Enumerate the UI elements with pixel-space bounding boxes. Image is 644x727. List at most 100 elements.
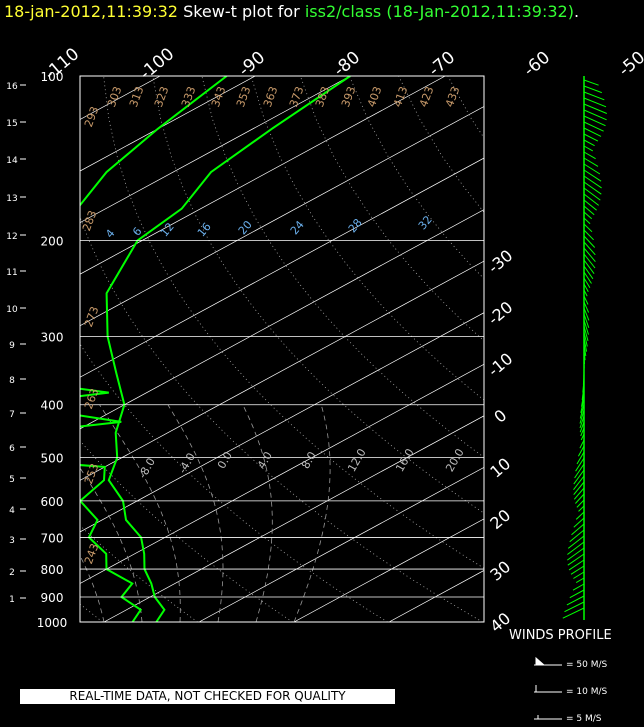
isotherm-line bbox=[80, 76, 256, 172]
wind-barb bbox=[583, 109, 607, 121]
wind-barb bbox=[583, 79, 599, 86]
wind-key-5-symbol bbox=[534, 715, 562, 720]
isotherm-line bbox=[80, 260, 484, 481]
wind-barb bbox=[573, 571, 585, 579]
temperature-trace bbox=[105, 76, 351, 622]
wind-barb bbox=[579, 439, 585, 449]
theta-label: 303 bbox=[105, 85, 124, 109]
wind-barb bbox=[583, 337, 588, 352]
height-km-label: 9 bbox=[9, 341, 15, 351]
wind-barb bbox=[583, 193, 600, 206]
wind-barb bbox=[583, 247, 596, 263]
mixing-ratio-label: 24 bbox=[288, 218, 307, 237]
pressure-tick-label: 500 bbox=[41, 452, 64, 466]
wind-barb bbox=[583, 163, 601, 175]
wind-barb bbox=[579, 415, 585, 429]
isotherm-line bbox=[198, 466, 484, 622]
isotherm-line bbox=[103, 415, 484, 622]
wind-barb bbox=[583, 259, 595, 274]
right-temp-label: -20 bbox=[484, 297, 516, 328]
moist-adiabat-label: 12.0 bbox=[345, 446, 369, 474]
wind-barb bbox=[573, 517, 585, 528]
wind-barb bbox=[583, 289, 588, 297]
wind-barb bbox=[574, 463, 585, 479]
wind-key-50-symbol bbox=[534, 656, 562, 666]
wind-barb bbox=[567, 535, 585, 549]
wind-key-10: = 10 M/S bbox=[566, 687, 608, 697]
theta-label: 403 bbox=[365, 85, 384, 109]
pressure-tick-label: 200 bbox=[41, 234, 64, 248]
isotherm-line bbox=[80, 312, 484, 533]
dry-adiabat-line bbox=[595, 76, 644, 622]
wind-barb bbox=[576, 451, 585, 465]
wind-barb bbox=[583, 301, 590, 313]
top-temp-label: -50 bbox=[615, 48, 644, 81]
height-km-label: 8 bbox=[9, 376, 15, 386]
mixing-ratio-label: 28 bbox=[346, 216, 365, 235]
moist-adiabat-line bbox=[293, 404, 331, 622]
wind-barb bbox=[579, 403, 585, 419]
wind-barb bbox=[562, 607, 585, 619]
top-temp-label: -60 bbox=[520, 48, 554, 81]
winds-profile-title: WINDS PROFILE bbox=[509, 628, 612, 643]
pressure-tick-label: 800 bbox=[41, 563, 64, 577]
wind-barb bbox=[578, 505, 585, 512]
moist-adiabat-label: 0.0 bbox=[215, 449, 235, 471]
moist-adiabat-label: 20.0 bbox=[443, 446, 467, 474]
wind-barb bbox=[575, 493, 585, 504]
wind-barb bbox=[583, 265, 594, 280]
isotherm-line bbox=[293, 518, 484, 622]
wind-barb bbox=[568, 559, 585, 571]
wind-barb bbox=[569, 589, 585, 599]
isotherm-line bbox=[388, 570, 484, 622]
moist-adiabat-line bbox=[99, 404, 181, 622]
right-temp-label: 30 bbox=[486, 557, 514, 585]
wind-barb bbox=[583, 349, 586, 361]
height-km-label: 10 bbox=[6, 305, 18, 315]
wind-barb bbox=[583, 271, 592, 284]
mixing-ratio-label: 4 bbox=[103, 227, 117, 241]
wind-barb bbox=[573, 475, 585, 491]
wind-barb bbox=[581, 385, 585, 400]
wind-barb bbox=[572, 583, 585, 591]
isotherm-line bbox=[80, 76, 446, 275]
quality-warning: REAL-TIME DATA, NOT CHECKED FOR QUALITY bbox=[20, 689, 395, 704]
wind-barb bbox=[575, 577, 585, 584]
theta-label: 383 bbox=[313, 85, 332, 109]
height-km-label: 16 bbox=[6, 82, 18, 92]
wind-barb bbox=[583, 325, 589, 342]
dry-adiabat-line bbox=[447, 76, 484, 139]
moist-adiabat-line bbox=[80, 554, 105, 622]
theta-label: 393 bbox=[339, 85, 358, 109]
height-km-label: 1 bbox=[9, 595, 15, 605]
wind-barb bbox=[569, 529, 585, 543]
wind-barb bbox=[580, 397, 585, 414]
wind-barb bbox=[583, 85, 602, 94]
dry-adiabat-line bbox=[299, 76, 484, 342]
sounding-source: iss2/class (18-Jan-2012,11:39:32) bbox=[304, 2, 574, 21]
height-km-label: 14 bbox=[6, 156, 18, 166]
wind-barb bbox=[580, 427, 585, 437]
dewpoint-trace bbox=[80, 76, 228, 622]
dry-adiabat-line bbox=[80, 216, 483, 622]
wind-barb bbox=[566, 595, 585, 606]
wind-barb bbox=[571, 523, 585, 536]
pressure-tick-label: 400 bbox=[41, 399, 64, 413]
dry-adiabat-line bbox=[103, 76, 484, 569]
moist-adiabat-label: -8.0 bbox=[136, 456, 158, 481]
theta-label: 293 bbox=[82, 105, 101, 129]
pressure-tick-label: 300 bbox=[41, 331, 64, 345]
theta-label: 363 bbox=[261, 85, 280, 109]
right-temp-label: 20 bbox=[486, 505, 514, 533]
wind-barb bbox=[573, 481, 585, 496]
theta-label: 273 bbox=[82, 305, 101, 329]
theta-label: 373 bbox=[287, 85, 306, 109]
wind-barb bbox=[583, 277, 591, 288]
wind-key-10-symbol bbox=[534, 685, 562, 693]
wind-barb bbox=[573, 469, 585, 485]
isotherm-line bbox=[80, 157, 484, 378]
height-km-label: 12 bbox=[6, 232, 17, 242]
pressure-tick-label: 1000 bbox=[37, 616, 68, 630]
wind-barb bbox=[583, 133, 599, 142]
title-end: . bbox=[573, 2, 580, 21]
